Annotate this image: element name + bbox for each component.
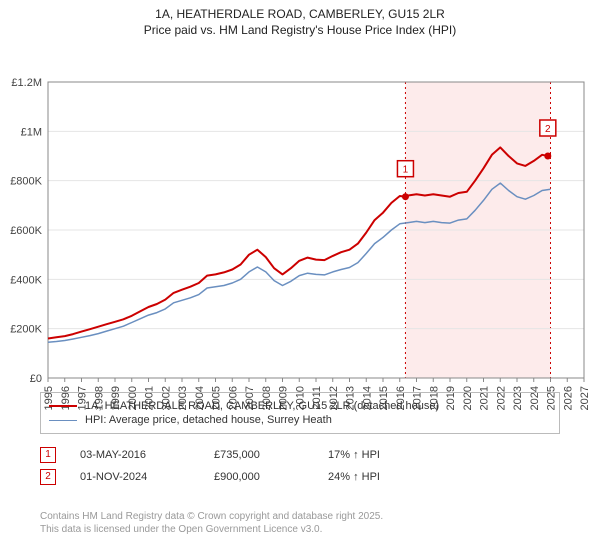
title-line2: Price paid vs. HM Land Registry's House … bbox=[0, 22, 600, 38]
footnote-line1: Contains HM Land Registry data © Crown c… bbox=[40, 510, 383, 523]
sale-marker-2: 2 bbox=[540, 120, 556, 136]
sale-price: £900,000 bbox=[214, 471, 304, 483]
svg-text:£1M: £1M bbox=[21, 127, 42, 139]
svg-text:2027: 2027 bbox=[579, 386, 591, 410]
footnote: Contains HM Land Registry data © Crown c… bbox=[40, 510, 383, 536]
sale-point-1 bbox=[402, 194, 409, 201]
legend-swatch bbox=[49, 405, 77, 407]
sale-marker-box: 2 bbox=[40, 469, 56, 485]
sale-delta: 24% ↑ HPI bbox=[328, 471, 380, 483]
svg-text:£0: £0 bbox=[30, 373, 42, 385]
sale-marker-1: 1 bbox=[397, 161, 413, 177]
chart-title: 1A, HEATHERDALE ROAD, CAMBERLEY, GU15 2L… bbox=[0, 0, 600, 38]
svg-text:£1.2M: £1.2M bbox=[11, 77, 42, 89]
legend-label: HPI: Average price, detached house, Surr… bbox=[85, 414, 332, 426]
legend: 1A, HEATHERDALE ROAD, CAMBERLEY, GU15 2L… bbox=[40, 392, 560, 434]
svg-text:1: 1 bbox=[403, 165, 409, 176]
svg-text:£200K: £200K bbox=[10, 324, 42, 336]
sales-table: 1 03-MAY-2016 £735,000 17% ↑ HPI 2 01-NOV-202… bbox=[40, 444, 560, 488]
legend-label: 1A, HEATHERDALE ROAD, CAMBERLEY, GU15 2L… bbox=[85, 400, 439, 412]
sale-row: 2 01-NOV-2024 £900,000 24% ↑ HPI bbox=[40, 466, 560, 488]
svg-text:2026: 2026 bbox=[562, 386, 574, 410]
sale-date: 01-NOV-2024 bbox=[80, 471, 190, 483]
sale-marker-box: 1 bbox=[40, 447, 56, 463]
sale-date: 03-MAY-2016 bbox=[80, 449, 190, 461]
sale-delta: 17% ↑ HPI bbox=[328, 449, 380, 461]
svg-text:£400K: £400K bbox=[10, 275, 42, 287]
legend-swatch bbox=[49, 420, 77, 421]
legend-row: HPI: Average price, detached house, Surr… bbox=[49, 413, 551, 427]
sale-price: £735,000 bbox=[214, 449, 304, 461]
sale-point-2 bbox=[544, 153, 551, 160]
title-line1: 1A, HEATHERDALE ROAD, CAMBERLEY, GU15 2L… bbox=[0, 6, 600, 22]
price-chart: £0£200K£400K£600K£800K£1M£1.2M1995199619… bbox=[0, 38, 600, 428]
svg-text:£600K: £600K bbox=[10, 225, 42, 237]
footnote-line2: This data is licensed under the Open Gov… bbox=[40, 523, 383, 536]
svg-text:2: 2 bbox=[545, 124, 551, 135]
svg-text:£800K: £800K bbox=[10, 176, 42, 188]
sale-row: 1 03-MAY-2016 £735,000 17% ↑ HPI bbox=[40, 444, 560, 466]
legend-row: 1A, HEATHERDALE ROAD, CAMBERLEY, GU15 2L… bbox=[49, 399, 551, 413]
